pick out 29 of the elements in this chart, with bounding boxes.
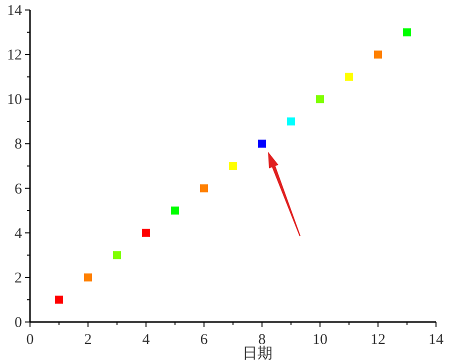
y-tick-label: 14 [7,3,22,19]
x-tick-label: 4 [142,332,150,348]
x-tick-label: 12 [370,332,386,348]
point [403,28,411,36]
point [316,95,324,104]
x-tick-label: 6 [200,332,208,348]
x-tick-label: 10 [312,332,328,348]
x-tick-label: 14 [428,332,444,348]
y-tick-label: 2 [14,270,22,286]
point [171,206,179,215]
y-tick-label: 8 [14,136,22,153]
x-tick-label: 2 [84,332,92,348]
y-tick-label: 12 [7,48,22,64]
point [258,140,266,148]
point [84,273,92,282]
point [374,50,382,59]
y-tick-label: 10 [7,92,22,108]
y-tick-label: 6 [14,181,22,198]
point [113,251,121,260]
y-tick-label: 0 [14,315,22,331]
point [345,72,353,81]
point [55,296,63,304]
x-axis-title: 日期 [242,345,272,362]
x-tick-label: 0 [26,332,34,348]
point [287,117,295,126]
point [200,184,208,192]
point [142,228,150,237]
y-tick-label: 4 [14,226,22,242]
point [229,162,237,170]
